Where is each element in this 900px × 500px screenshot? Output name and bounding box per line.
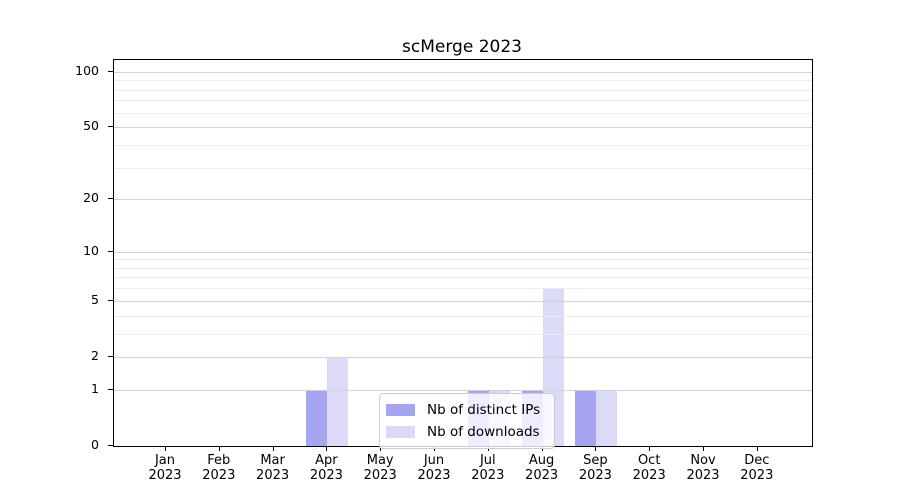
x-axis-tick-label: Feb 2023 (189, 453, 249, 483)
year-label: 2023 (471, 468, 505, 483)
minor-gridline (114, 267, 812, 269)
bar-downloads-sep (596, 389, 618, 446)
x-axis-tick (165, 446, 166, 451)
y-axis-tick-label: 5 (91, 291, 99, 307)
year-label: 2023 (632, 468, 666, 483)
minor-gridline (114, 288, 812, 290)
y-axis-tick (108, 355, 113, 357)
y-axis-tick-label: 0 (91, 437, 99, 452)
month-label: Mar (260, 453, 285, 468)
x-axis-tick-label: Oct 2023 (619, 453, 679, 483)
major-gridline (114, 127, 812, 129)
major-gridline (114, 71, 812, 73)
minor-gridline (114, 333, 812, 335)
x-axis-tick-label: Dec 2023 (727, 453, 787, 483)
month-label: Jan (154, 453, 176, 468)
year-label: 2023 (578, 468, 612, 483)
month-label: May (366, 453, 394, 468)
legend-item-downloads: Nb of downloads (386, 424, 546, 440)
legend-label-distinct-ips: Nb of distinct IPs (427, 402, 541, 418)
x-axis-tick-label: Nov 2023 (673, 453, 733, 483)
y-axis-tick-label: 1 (91, 380, 99, 396)
y-axis-tick (108, 126, 113, 128)
year-label: 2023 (525, 468, 559, 483)
y-axis-tick-label: 100 (75, 62, 99, 78)
legend: Nb of distinct IPs Nb of downloads (379, 393, 555, 449)
month-label: Jul (479, 453, 496, 468)
x-axis-tick (326, 446, 328, 451)
x-axis-tick (703, 446, 704, 451)
x-axis-tick-label: Mar 2023 (243, 453, 303, 483)
year-label: 2023 (363, 468, 397, 483)
y-axis-tick (108, 445, 113, 446)
x-axis-tick (218, 446, 220, 451)
y-axis-tick-label: 50 (83, 118, 99, 134)
bar-distinct-ips-apr (306, 389, 328, 446)
year-label: 2023 (686, 468, 720, 483)
month-label: Nov (690, 453, 716, 468)
major-gridline (114, 300, 812, 302)
month-label: Dec (744, 453, 770, 468)
year-label: 2023 (148, 468, 182, 483)
minor-gridline (114, 167, 812, 169)
chart-title: scMerge 2023 (402, 37, 522, 57)
legend-item-distinct-ips: Nb of distinct IPs (386, 402, 546, 418)
month-label: Apr (315, 453, 338, 468)
major-gridline (114, 251, 812, 253)
legend-swatch-distinct-ips (386, 404, 415, 416)
y-axis-tick (108, 198, 113, 200)
y-axis-tick-label: 2 (91, 347, 99, 363)
minor-gridline (114, 259, 812, 261)
year-label: 2023 (417, 468, 451, 483)
major-gridline (114, 356, 812, 358)
bar-downloads-apr (327, 356, 349, 446)
year-label: 2023 (202, 468, 236, 483)
y-axis-tick-label: 10 (83, 242, 99, 258)
legend-label-downloads: Nb of downloads (427, 424, 540, 440)
y-axis-tick (108, 388, 113, 390)
y-axis-tick-label: 20 (83, 190, 99, 206)
y-axis-tick (108, 70, 113, 72)
x-axis-tick-label: Jul 2023 (458, 453, 518, 483)
bar-distinct-ips-sep (575, 389, 597, 446)
minor-gridline (114, 80, 812, 82)
minor-gridline (114, 100, 812, 102)
legend-swatch-downloads (386, 426, 415, 438)
major-gridline (114, 389, 812, 391)
x-axis-tick-label: May 2023 (350, 453, 410, 483)
x-axis-tick-label: Sep 2023 (565, 453, 625, 483)
x-axis-tick-label: Jun 2023 (404, 453, 464, 483)
minor-gridline (114, 112, 812, 114)
minor-gridline (114, 144, 812, 146)
year-label: 2023 (740, 468, 774, 483)
month-label: Oct (637, 453, 661, 468)
x-axis-tick (649, 446, 651, 451)
plot-area: Nb of distinct IPs Nb of downloads (113, 59, 813, 449)
year-label: 2023 (256, 468, 290, 483)
x-axis-tick (595, 446, 597, 451)
month-label: Jun (423, 453, 445, 468)
x-axis-tick (272, 446, 274, 451)
x-axis-tick (756, 446, 758, 451)
month-label: Sep (583, 453, 608, 468)
minor-gridline (114, 89, 812, 91)
x-axis-tick-label: Jan 2023 (135, 453, 195, 483)
y-axis-tick (108, 250, 113, 252)
month-label: Aug (528, 453, 555, 468)
x-axis-tick-label: Apr 2023 (296, 453, 356, 483)
minor-gridline (114, 277, 812, 279)
year-label: 2023 (309, 468, 343, 483)
x-axis-tick-label: Aug 2023 (512, 453, 572, 483)
minor-gridline (114, 315, 812, 317)
major-gridline (114, 199, 812, 201)
month-label: Feb (207, 453, 231, 468)
y-axis-tick (108, 299, 113, 301)
